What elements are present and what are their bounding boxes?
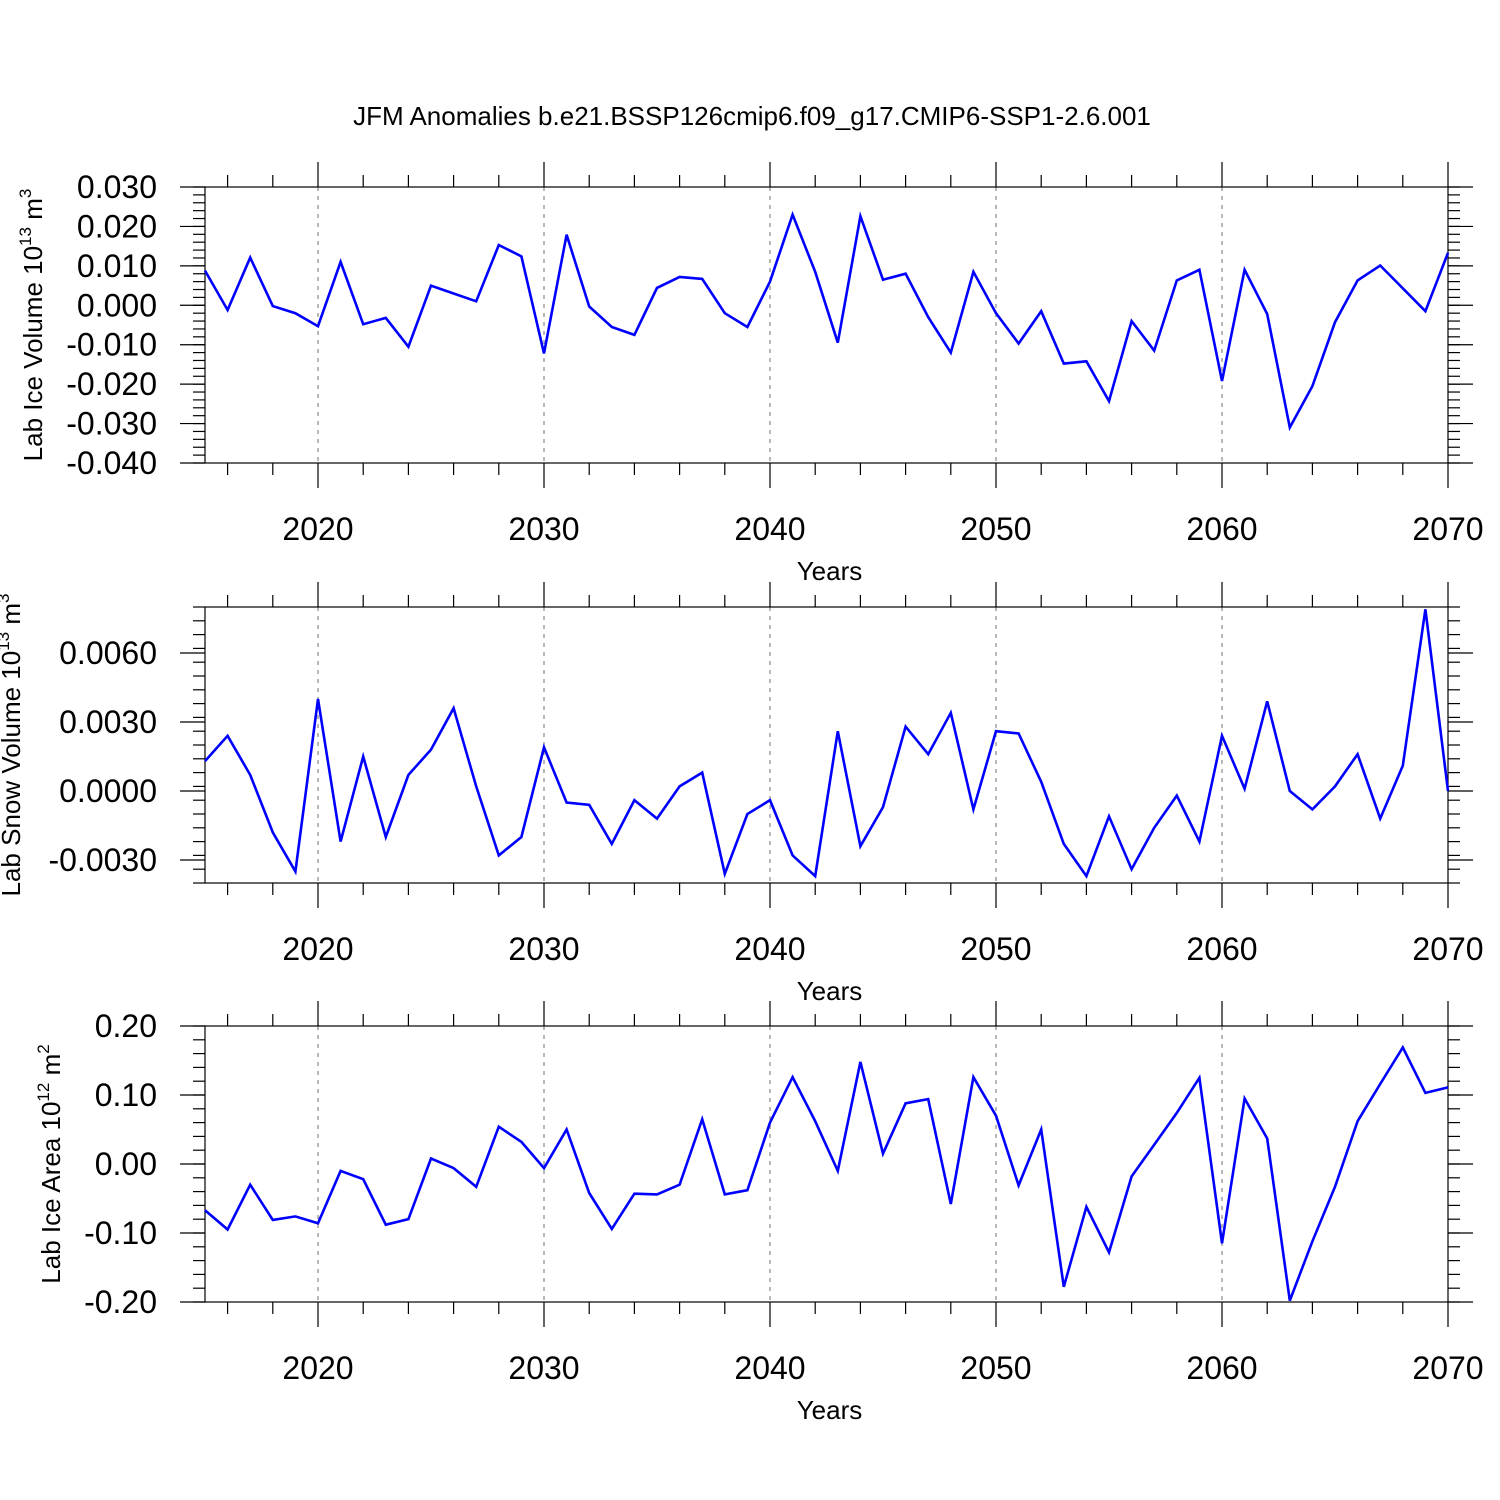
y-tick-label: 0.020	[77, 208, 157, 244]
plot-panels: -0.040-0.030-0.020-0.0100.0000.0100.0200…	[0, 162, 1484, 1425]
x-tick-label: 2020	[282, 931, 353, 967]
y-tick-label: -0.20	[84, 1284, 157, 1320]
x-tick-label: 2070	[1412, 1350, 1483, 1386]
y-tick-label: 0.00	[95, 1146, 157, 1182]
x-tick-label: 2060	[1186, 511, 1257, 547]
y-tick-label: 0.010	[77, 248, 157, 284]
plot-frame	[204, 606, 1449, 884]
y-tick-label: 0.0000	[59, 773, 157, 809]
x-tick-label: 2030	[508, 1350, 579, 1386]
panel-1: -0.040-0.030 -0.020-0.010 0.0000.010 0.0200…	[16, 162, 1484, 586]
x-tick-label: 2040	[734, 1350, 805, 1386]
panel-3: -0.20 -0.10 0.00 0.10 0.20 2020 2030 2040 2050 20…	[34, 1001, 1484, 1425]
x-tick-label: 2050	[960, 511, 1031, 547]
x-tick-label: 2020	[282, 511, 353, 547]
x-tick-label: 2030	[508, 511, 579, 547]
series-line	[204, 609, 1450, 879]
x-tick-label: 2070	[1412, 931, 1483, 967]
x-tick-label: 2030	[508, 931, 579, 967]
x-tick-label: 2050	[960, 1350, 1031, 1386]
y-tick-label: 0.10	[95, 1077, 157, 1113]
plot-frame	[204, 1025, 1449, 1303]
series-line	[203, 210, 1450, 432]
x-tick-label: 2040	[734, 511, 805, 547]
y-tick-label: -0.0030	[48, 842, 157, 878]
y-tick-label: -0.10	[84, 1215, 157, 1251]
y-tick-label: 0.0030	[59, 704, 157, 740]
x-axis-label: Years	[797, 556, 863, 586]
panel-2: -0.0030 0.0000 0.0030 0.0060 2020 2030 2040 205…	[0, 582, 1484, 1006]
y-axis-label: Lab Snow Volume 1013 m3	[0, 593, 26, 896]
x-tick-label: 2040	[734, 931, 805, 967]
x-tick-label: 2020	[282, 1350, 353, 1386]
chart-title: JFM Anomalies b.e21.BSSP126cmip6.f09_g17…	[353, 101, 1151, 131]
y-tick-label: -0.010	[66, 327, 157, 363]
x-axis-label: Years	[797, 1395, 863, 1425]
y-axis-label: Lab Ice Volume 1013 m3	[16, 189, 48, 462]
x-tick-label: 2050	[960, 931, 1031, 967]
x-tick-label: 2060	[1186, 1350, 1257, 1386]
x-axis-label: Years	[797, 976, 863, 1006]
y-tick-label: 0.20	[95, 1008, 157, 1044]
x-tick-label: 2060	[1186, 931, 1257, 967]
x-tick-label: 2070	[1412, 511, 1483, 547]
y-tick-label: -0.030	[66, 406, 157, 442]
y-tick-label: 0.000	[77, 287, 157, 323]
series-line	[204, 1044, 1449, 1302]
y-axis-label: Lab Ice Area 1012 m2	[34, 1044, 66, 1283]
y-tick-label: -0.020	[66, 366, 157, 402]
y-tick-label: 0.0060	[59, 635, 157, 671]
y-tick-label: -0.040	[66, 445, 157, 481]
plot-frame	[204, 186, 1449, 464]
y-tick-label: 0.030	[77, 169, 157, 205]
